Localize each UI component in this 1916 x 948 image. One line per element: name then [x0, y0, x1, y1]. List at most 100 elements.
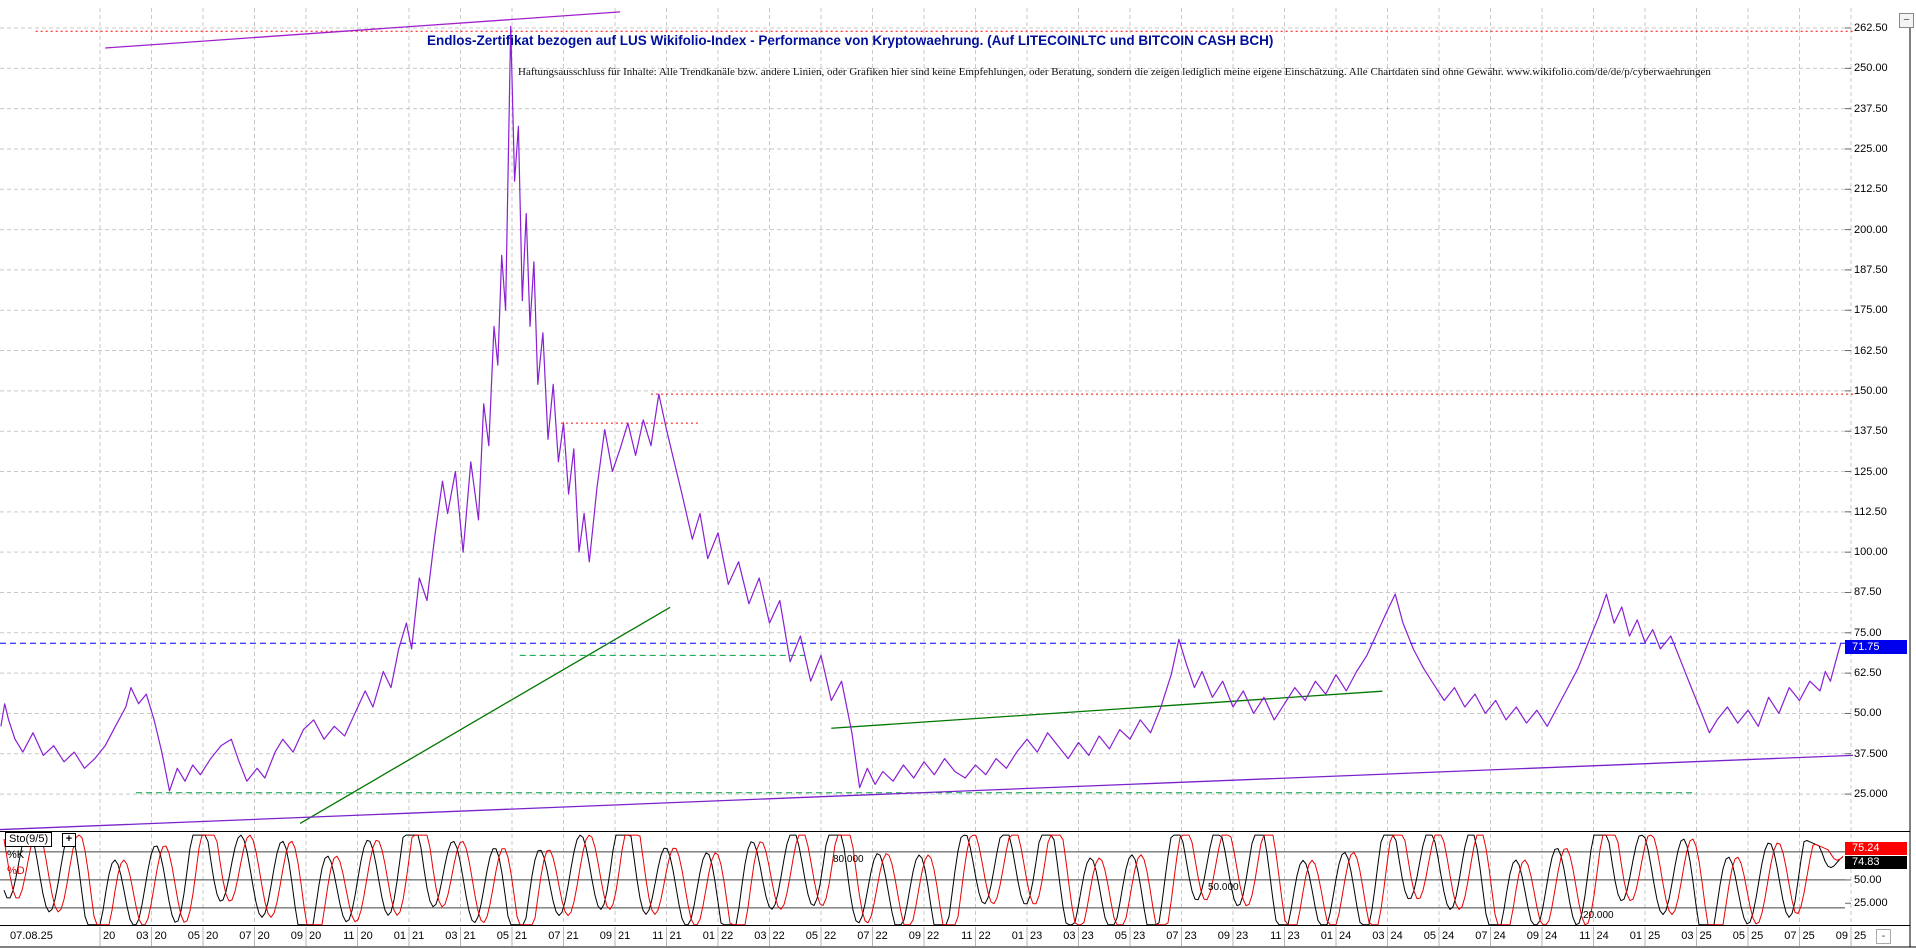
x-axis-year-label: 21 [618, 930, 631, 942]
x-axis-month-label: 03 [754, 930, 767, 942]
x-axis-month-label: 01 [1011, 930, 1024, 942]
x-axis-year-label: 20 [154, 930, 167, 942]
x-axis-year-label: 25 [1699, 930, 1712, 942]
current-price-badge: 71.75 [1845, 640, 1907, 654]
x-axis-month-label: 03 [1063, 930, 1076, 942]
x-axis-year-label: 22 [824, 930, 837, 942]
x-axis-month-label: 03 [1681, 930, 1694, 942]
x-axis-year-label: 20 [257, 930, 270, 942]
x-axis-year-label: 25 [1802, 930, 1815, 942]
x-axis-month-label: 07 [857, 930, 870, 942]
x-axis-month-label: 03 [445, 930, 458, 942]
x-axis-month-label: 11 [961, 930, 973, 942]
x-axis-month-label: 07 [1475, 930, 1488, 942]
x-axis-year-label: 24 [1545, 930, 1558, 942]
y-axis-label: 237.50 [1854, 102, 1888, 115]
chart-disclaimer: Haftungsausschluss für Inhalte: Alle Tre… [518, 66, 1711, 78]
x-axis-year-label: 22 [875, 930, 888, 942]
y-axis-label: 212.50 [1854, 183, 1888, 196]
y-axis-label: 50.00 [1854, 707, 1882, 720]
y-axis-label: 75.00 [1854, 626, 1882, 639]
x-axis-month-label: 01 [1629, 930, 1642, 942]
x-axis-year-label: 20 [206, 930, 219, 942]
stochastic-d-value-badge: 75.24 [1845, 842, 1907, 855]
stochastic-level-label: 80.000 [833, 853, 864, 865]
x-axis-year-label: 22 [978, 930, 991, 942]
x-axis-month-label: 07 [1784, 930, 1797, 942]
x-axis-year-label: 24 [1493, 930, 1506, 942]
stochastic-k-value-badge: 74.83 [1845, 856, 1907, 869]
x-axis-month-label: 09 [908, 930, 921, 942]
y-axis-label: 162.50 [1854, 344, 1888, 357]
y-axis-label: 175.00 [1854, 304, 1888, 317]
x-axis-scroll-button[interactable]: - [1876, 929, 1891, 944]
x-axis-year-label: 21 [463, 930, 476, 942]
x-axis-year-label: 22 [721, 930, 734, 942]
x-axis-month-label: 05 [496, 930, 509, 942]
x-axis-year-label: 23 [1030, 930, 1043, 942]
x-axis-year-label: 24 [1442, 930, 1455, 942]
y-axis-label: 25.000 [1854, 788, 1888, 801]
x-axis-year-label: 21 [412, 930, 425, 942]
x-axis-month-label: 09 [290, 930, 303, 942]
y-axis-label: 100.00 [1854, 546, 1888, 559]
stochastic-level-label: 50.000 [1208, 881, 1239, 893]
x-axis-year-label: 21 [669, 930, 682, 942]
x-axis-year-label: 20 [360, 930, 373, 942]
x-axis-month-label: 07 [239, 930, 252, 942]
x-axis-year-label: 20 [309, 930, 322, 942]
x-axis-year-label: 25 [1854, 930, 1867, 942]
price-line [0, 25, 1842, 792]
chart-title: Endlos-Zertifikat bezogen auf LUS Wikifo… [427, 33, 1274, 48]
x-axis-year-label: 23 [1184, 930, 1197, 942]
x-axis-month-label: 09 [1835, 930, 1848, 942]
x-axis-month-label: 09 [599, 930, 612, 942]
x-axis-start-date-label: 07.08.25 [10, 930, 53, 942]
x-axis-month-label: 09 [1526, 930, 1539, 942]
y-axis-label: 187.50 [1854, 263, 1888, 276]
x-axis-year-label: 24 [1596, 930, 1609, 942]
indicator-expand-button[interactable]: + [62, 833, 76, 847]
y-axis-label: 112.50 [1854, 505, 1887, 518]
stochastic-level-label: 20.000 [1583, 909, 1614, 921]
y-axis-label: 87.50 [1854, 586, 1882, 599]
x-axis-month-label: 09 [1217, 930, 1230, 942]
x-axis-month-label: 05 [1732, 930, 1745, 942]
y-axis-label: 125.00 [1854, 465, 1888, 478]
peak-resistance-channel-line [105, 11, 621, 49]
x-axis-month-label: 07 [1166, 930, 1179, 942]
x-axis-month-label: 05 [1423, 930, 1436, 942]
y-axis-label: 62.50 [1854, 667, 1882, 680]
collapse-panel-button[interactable]: − [1899, 13, 1914, 28]
indicator-name-badge: Sto(9/5) [5, 832, 53, 847]
x-axis-year-label: 24 [1390, 930, 1403, 942]
uptrend-2022-2024-line [831, 690, 1383, 729]
x-axis-month-label: 11 [652, 930, 664, 942]
stochastic-d-label: %D [7, 865, 25, 877]
x-axis-year-label: 24 [1339, 930, 1352, 942]
x-axis-month-label: 05 [187, 930, 200, 942]
x-axis-month-label: 05 [805, 930, 818, 942]
x-axis-year-label: 22 [772, 930, 785, 942]
y-axis-label: 137.50 [1854, 425, 1888, 438]
stochastic-d-line [3, 834, 1844, 926]
x-axis-year-label: 22 [927, 930, 940, 942]
x-axis-year-label: 21 [566, 930, 579, 942]
x-axis-year-label: 23 [1236, 930, 1249, 942]
x-axis-year-label: 23 [1133, 930, 1146, 942]
x-axis-month-label: 11 [343, 930, 355, 942]
x-axis-month-label: 07 [548, 930, 561, 942]
x-axis-month-label: 03 [136, 930, 149, 942]
x-axis-year-label: 21 [515, 930, 528, 942]
x-axis-year-label: 25 [1648, 930, 1661, 942]
x-axis-month-label: 01 [393, 930, 406, 942]
y-axis-label: 250.00 [1854, 62, 1888, 75]
x-axis-month-label: 03 [1372, 930, 1385, 942]
y-axis-label: 150.00 [1854, 384, 1888, 397]
stochastic-k-label: %K [7, 849, 25, 861]
x-axis-year-label: 23 [1287, 930, 1300, 942]
longterm-support-channel-line [0, 754, 1854, 831]
y-axis-label: 225.00 [1854, 142, 1888, 155]
